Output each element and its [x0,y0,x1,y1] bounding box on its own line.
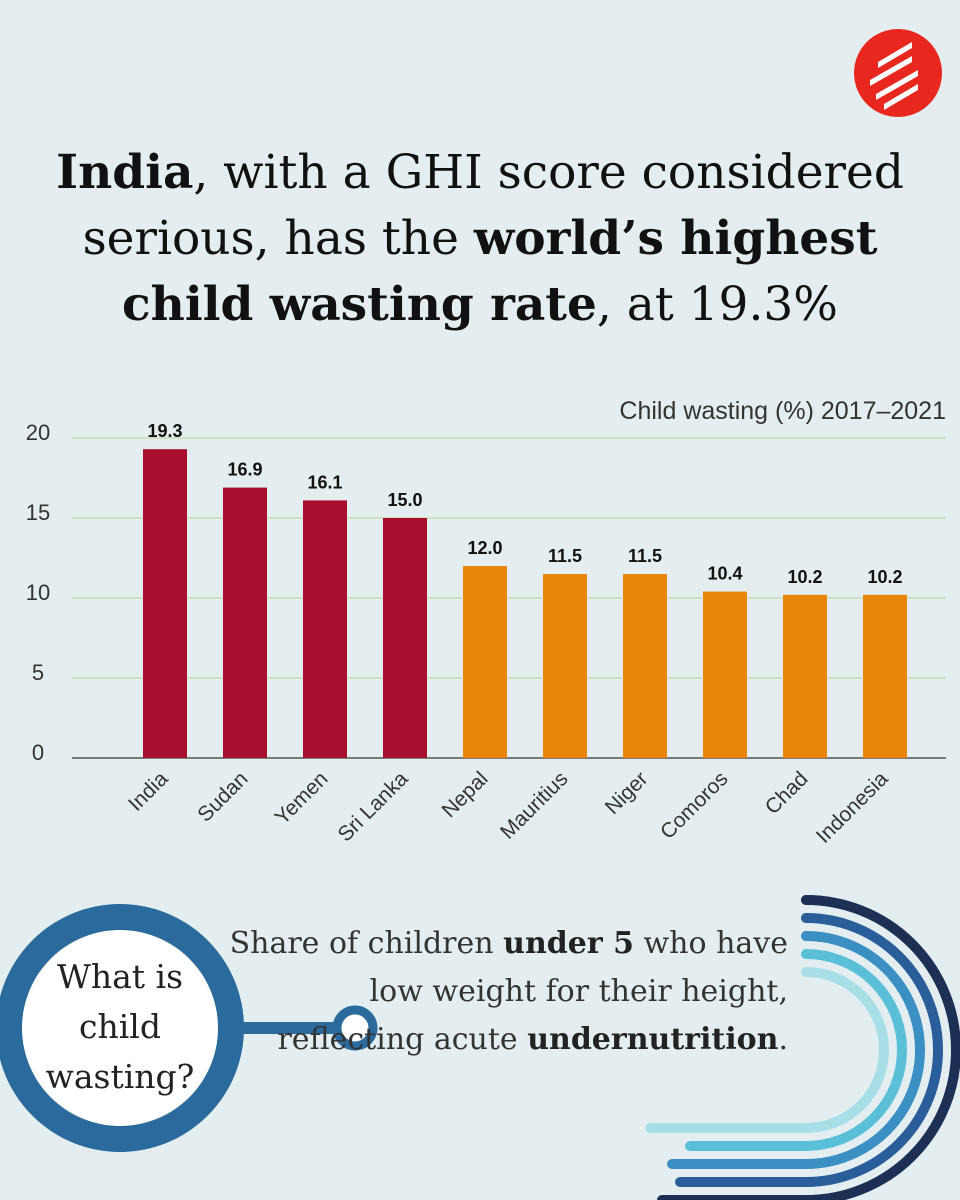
value-label-chad: 10.2 [787,567,822,587]
category-label-sudan: Sudan [193,767,252,826]
category-label-sri-lanka: Sri Lanka [334,767,413,846]
indian-express-logo [854,29,942,117]
bar-sudan [223,487,267,758]
y-tick-label: 20 [26,420,50,445]
category-label-chad: Chad [761,767,813,819]
value-label-mauritius: 11.5 [548,546,582,566]
value-label-nepal: 12.0 [467,538,502,558]
bar-sri-lanka [383,518,427,758]
headline-text-2: , at 19.3% [596,277,838,332]
value-label-indonesia: 10.2 [867,567,902,587]
bar-india [143,449,187,758]
y-tick-label: 10 [26,580,50,605]
chart-title: Child wasting (%) 2017–2021 [619,397,946,425]
definition-part-2: who have low weight for their height, re… [277,926,788,1057]
bar-yemen [303,500,347,758]
definition-text: Share of children under 5 who have low w… [228,920,788,1064]
bar-niger [623,574,667,758]
category-label-mauritius: Mauritius [496,767,573,844]
category-label-nepal: Nepal [437,767,492,822]
y-tick-label: 0 [32,740,44,765]
value-label-sudan: 16.9 [227,460,262,480]
question-line-1: What is [57,957,183,996]
value-label-sri-lanka: 15.0 [387,490,422,510]
value-label-niger: 11.5 [628,546,662,566]
definition-part-3: . [778,1022,788,1057]
value-label-yemen: 16.1 [307,472,342,492]
definition-bold-2: undernutrition [527,1022,779,1057]
category-label-yemen: Yemen [271,767,333,829]
bar-nepal [463,566,507,758]
definition-graphic: What is child wasting? [0,895,960,1200]
definition-bold-1: under 5 [503,926,634,961]
category-label-indonesia: Indonesia [812,767,893,848]
y-tick-label: 15 [26,500,50,525]
definition-part-1: Share of children [229,926,504,961]
category-label-niger: Niger [601,767,653,819]
bar-comoros [703,591,747,758]
decorative-arcs [645,895,960,1200]
y-tick-label: 5 [32,660,44,685]
bar-chad [783,594,827,758]
connector-knob [332,1005,378,1051]
bars [143,449,907,758]
value-label-comoros: 10.4 [707,564,742,584]
question-line-2: child [79,1007,161,1046]
value-label-india: 19.3 [147,421,182,441]
bar-chart: Child wasting (%) 2017–2021 0 5 10 15 20 19.… [26,397,946,848]
category-label-comoros: Comoros [656,767,733,844]
headline-text-1: , with a GHI score considered serious, h… [82,145,904,266]
headline-bold-highlight: world’s highest child wasting rate [122,211,878,332]
headline-bold-india: India [56,145,194,200]
indian-express-logo-icon [854,29,942,117]
category-label-india: India [124,767,173,816]
question-circle [22,930,218,1126]
question-line-3: wasting? [46,1057,195,1096]
headline: India, with a GHI score considered serio… [20,140,940,338]
bar-indonesia [863,594,907,758]
bar-mauritius [543,574,587,758]
question-text: What is child wasting? [46,957,195,1096]
